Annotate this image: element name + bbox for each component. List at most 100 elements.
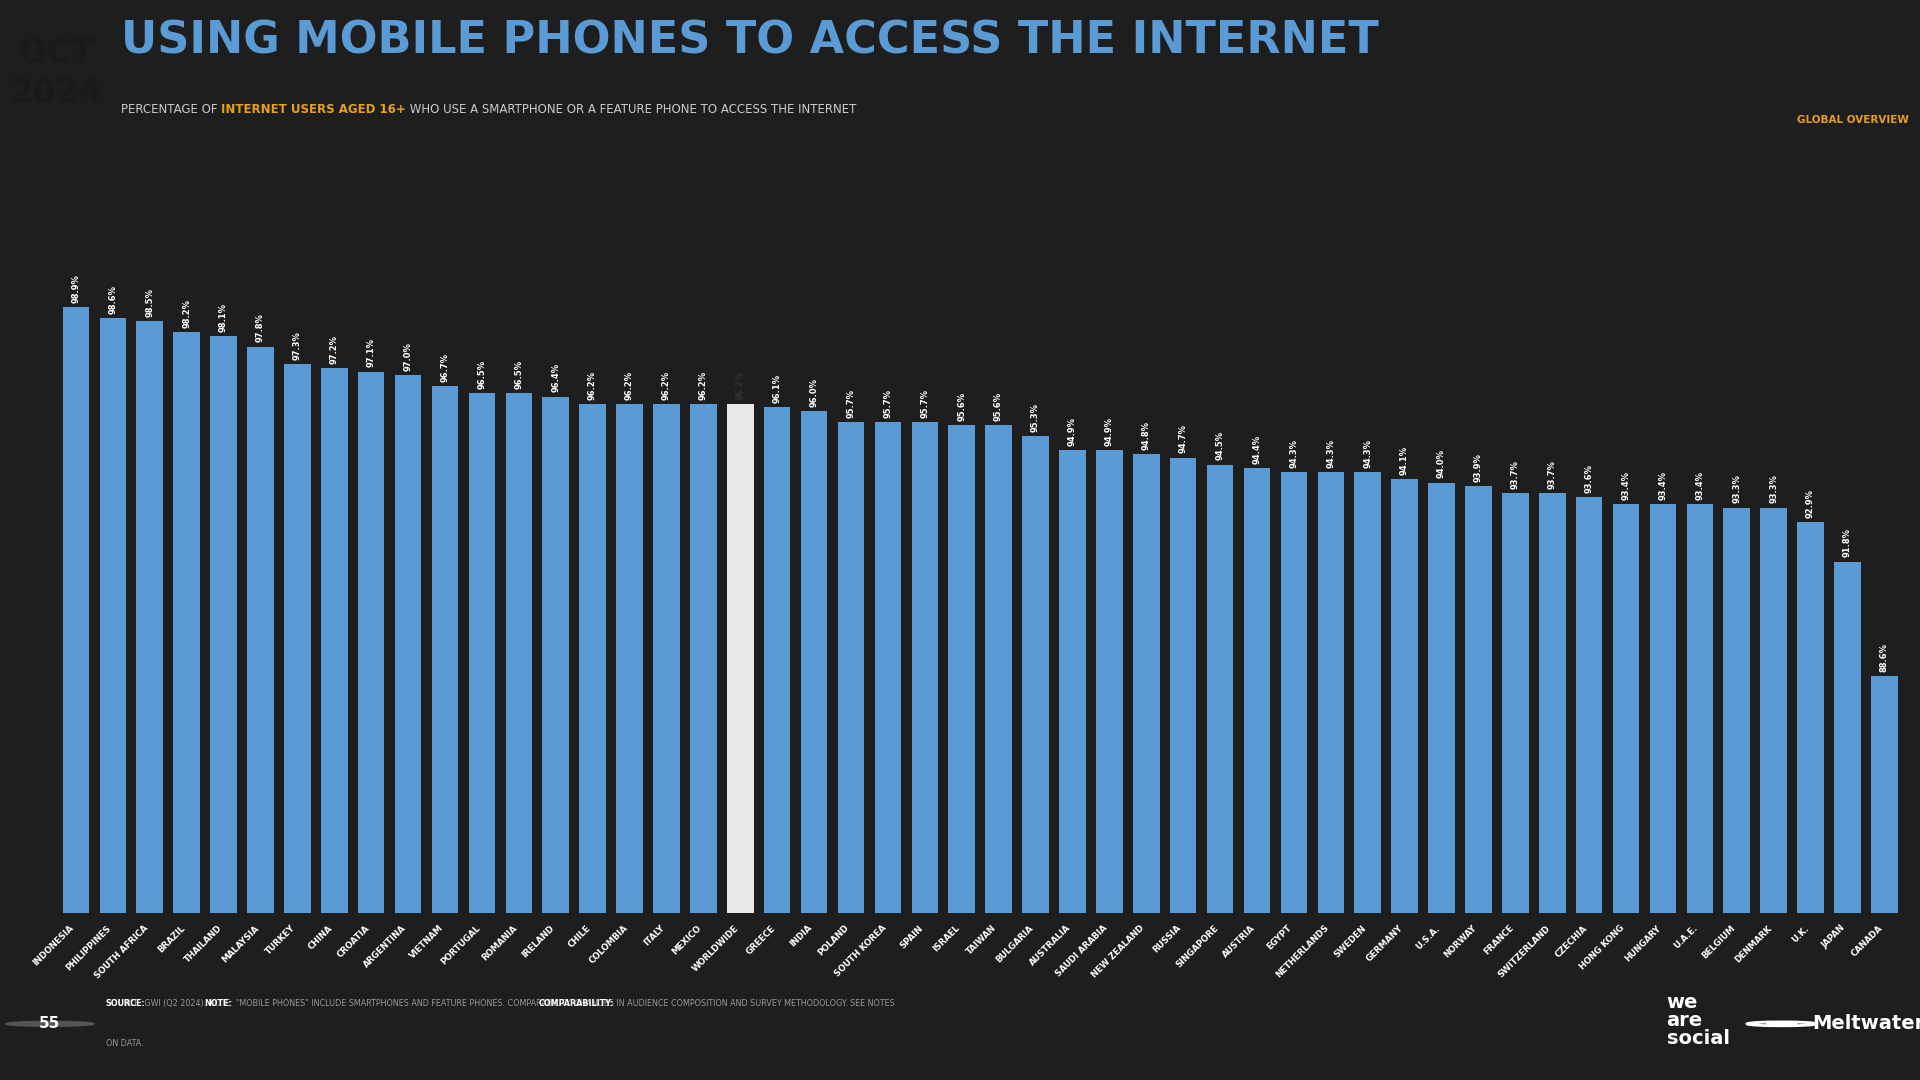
Text: 93.6%: 93.6%	[1584, 463, 1594, 492]
Text: 93.7%: 93.7%	[1511, 460, 1521, 489]
Text: CHINA: CHINA	[307, 923, 334, 951]
Text: OCT
2024: OCT 2024	[10, 38, 102, 108]
Text: 94.9%: 94.9%	[1068, 417, 1077, 446]
Bar	[1169, 458, 1196, 1080]
Text: ITALY: ITALY	[641, 923, 666, 947]
Text: SOURCE: GWI (Q2 2024). NOTE: "MOBILE PHONES" INCLUDE SMARTPHONES AND FEATURE PHO: SOURCE: GWI (Q2 2024). NOTE: "MOBILE PHO…	[106, 999, 895, 1008]
Text: CROATIA: CROATIA	[336, 923, 371, 959]
Text: PHILIPPINES: PHILIPPINES	[63, 923, 113, 972]
Bar	[1133, 454, 1160, 1080]
Text: 93.4%: 93.4%	[1695, 471, 1705, 500]
Text: NORWAY: NORWAY	[1442, 923, 1478, 959]
Text: we
are
social: we are social	[1667, 993, 1730, 1049]
Text: USING MOBILE PHONES TO ACCESS THE INTERNET: USING MOBILE PHONES TO ACCESS THE INTERN…	[121, 19, 1379, 63]
Text: DENMARK: DENMARK	[1734, 923, 1774, 964]
Text: ARGENTINA: ARGENTINA	[363, 923, 409, 970]
Bar	[1649, 504, 1676, 1080]
Text: 95.6%: 95.6%	[958, 392, 966, 421]
Text: BULGARIA: BULGARIA	[995, 923, 1035, 964]
Text: 93.4%: 93.4%	[1622, 471, 1630, 500]
Text: NOTE:: NOTE:	[204, 999, 232, 1008]
Text: 94.3%: 94.3%	[1327, 438, 1334, 468]
Text: 96.5%: 96.5%	[478, 360, 486, 389]
Text: 96.1%: 96.1%	[772, 374, 781, 403]
Text: INDONESIA: INDONESIA	[33, 923, 77, 968]
Text: 98.9%: 98.9%	[71, 274, 81, 302]
Text: 98.2%: 98.2%	[182, 299, 192, 328]
Text: TURKEY: TURKEY	[265, 923, 298, 957]
Text: GERMANY: GERMANY	[1365, 923, 1405, 963]
Bar	[543, 396, 568, 1080]
Text: 95.7%: 95.7%	[847, 389, 856, 418]
Bar	[801, 411, 828, 1080]
Text: 96.2%: 96.2%	[735, 370, 745, 400]
Bar	[1576, 497, 1603, 1080]
Text: IRELAND: IRELAND	[520, 923, 555, 959]
Text: 94.7%: 94.7%	[1179, 424, 1188, 454]
Text: SOURCE:: SOURCE:	[106, 999, 146, 1008]
Text: 96.2%: 96.2%	[588, 370, 597, 400]
Bar	[1834, 562, 1860, 1080]
Bar	[985, 426, 1012, 1080]
Text: 97.0%: 97.0%	[403, 342, 413, 370]
Text: 95.7%: 95.7%	[920, 389, 929, 418]
Bar	[396, 375, 420, 1080]
Text: TAIWAN: TAIWAN	[966, 923, 998, 957]
Text: CHILE: CHILE	[566, 923, 593, 949]
Text: 93.7%: 93.7%	[1548, 460, 1557, 489]
Bar	[653, 404, 680, 1080]
Circle shape	[6, 1022, 94, 1026]
Text: ISRAEL: ISRAEL	[931, 923, 962, 954]
Text: 93.3%: 93.3%	[1768, 474, 1778, 503]
Text: EGYPT: EGYPT	[1265, 923, 1294, 951]
Text: 95.3%: 95.3%	[1031, 403, 1041, 432]
Text: GREECE: GREECE	[745, 923, 778, 956]
Bar	[948, 426, 975, 1080]
Text: Meltwater: Meltwater	[1812, 1014, 1920, 1034]
Text: 88.6%: 88.6%	[1880, 643, 1889, 672]
Bar	[837, 422, 864, 1080]
Text: 55: 55	[38, 1016, 61, 1031]
Bar	[1096, 450, 1123, 1080]
Bar	[173, 333, 200, 1080]
Text: 98.6%: 98.6%	[108, 285, 117, 313]
Text: 94.9%: 94.9%	[1104, 417, 1114, 446]
Bar	[1501, 494, 1528, 1080]
Text: SPAIN: SPAIN	[899, 923, 925, 950]
Text: VIETNAM: VIETNAM	[407, 923, 445, 960]
Text: AUSTRALIA: AUSTRALIA	[1027, 923, 1073, 968]
Circle shape	[1766, 1023, 1797, 1025]
Bar	[1281, 472, 1308, 1080]
Bar	[1021, 436, 1048, 1080]
Text: 93.9%: 93.9%	[1475, 454, 1482, 482]
Text: 96.7%: 96.7%	[440, 353, 449, 381]
Bar	[432, 386, 459, 1080]
Text: SWEDEN: SWEDEN	[1332, 923, 1367, 959]
Text: U.K.: U.K.	[1789, 923, 1811, 944]
Text: NETHERLANDS: NETHERLANDS	[1275, 923, 1331, 980]
Bar	[1060, 450, 1085, 1080]
Text: 96.4%: 96.4%	[551, 363, 561, 392]
Bar	[580, 404, 607, 1080]
Bar	[912, 422, 939, 1080]
Text: 92.9%: 92.9%	[1807, 489, 1814, 517]
Text: CZECHIA: CZECHIA	[1553, 923, 1590, 959]
Text: 95.7%: 95.7%	[883, 389, 893, 418]
Text: 93.3%: 93.3%	[1732, 474, 1741, 503]
Text: SWITZERLAND: SWITZERLAND	[1496, 923, 1551, 980]
Text: 94.1%: 94.1%	[1400, 446, 1409, 475]
Bar	[505, 393, 532, 1080]
Bar	[764, 407, 791, 1080]
Text: 94.5%: 94.5%	[1215, 431, 1225, 460]
Bar	[284, 364, 311, 1080]
Bar	[248, 347, 275, 1080]
Bar	[1724, 508, 1749, 1080]
Text: INDIA: INDIA	[789, 923, 814, 949]
Text: HONG KONG: HONG KONG	[1578, 923, 1626, 972]
Text: RUSSIA: RUSSIA	[1152, 923, 1183, 955]
Bar	[136, 322, 163, 1080]
Text: WORLDWIDE: WORLDWIDE	[691, 923, 741, 973]
Bar	[1761, 508, 1788, 1080]
Text: 97.1%: 97.1%	[367, 338, 376, 367]
Text: INTERNET USERS AGED 16+: INTERNET USERS AGED 16+	[221, 103, 405, 116]
